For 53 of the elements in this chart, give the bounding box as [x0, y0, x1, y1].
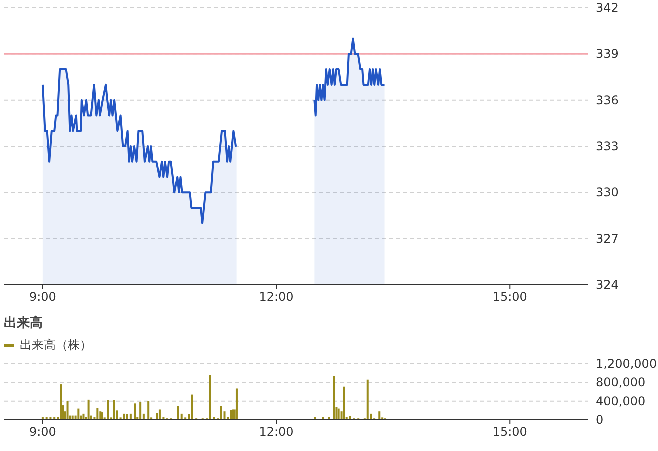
- x-tick-label: 12:00: [259, 425, 294, 439]
- bar: [113, 400, 116, 420]
- bar: [42, 417, 44, 420]
- y-tick-label: 0: [596, 413, 604, 427]
- chart-title: 出来高: [4, 315, 43, 331]
- bar: [328, 417, 330, 420]
- bar: [236, 388, 238, 420]
- bar: [46, 417, 48, 420]
- x-tick-label: 9:00: [29, 425, 56, 439]
- y-tick-label: 324: [596, 278, 619, 292]
- x-tick-label: 12:00: [259, 290, 294, 304]
- bar: [333, 376, 336, 420]
- x-tick-label: 9:00: [29, 290, 56, 304]
- bar: [343, 386, 346, 420]
- x-tick-label: 15:00: [492, 425, 528, 439]
- bar: [100, 412, 102, 420]
- y-tick-label: 336: [596, 93, 619, 108]
- bar: [366, 380, 369, 420]
- bar: [338, 408, 340, 420]
- bar: [230, 410, 232, 420]
- y-tick-label: 800,000: [596, 376, 646, 390]
- bar: [66, 401, 69, 420]
- y-tick-label: 327: [596, 232, 619, 246]
- y-tick-label: 330: [596, 186, 619, 200]
- bar: [101, 412, 104, 420]
- bar: [209, 375, 212, 420]
- bar: [378, 412, 381, 420]
- bar: [107, 400, 110, 420]
- bar: [96, 408, 99, 420]
- legend-label: 出来高（株）: [20, 338, 92, 352]
- bar: [82, 414, 85, 420]
- bar: [54, 417, 56, 420]
- bar: [314, 417, 316, 420]
- bar: [148, 401, 150, 420]
- bar: [78, 408, 80, 420]
- y-tick-label: 1,200,000: [596, 357, 658, 371]
- bar: [88, 400, 90, 420]
- bar: [322, 417, 324, 420]
- y-tick-label: 342: [596, 1, 619, 15]
- bar: [220, 406, 222, 420]
- bar: [158, 410, 161, 420]
- y-tick-label: 400,000: [596, 394, 646, 408]
- y-tick-label: 339: [596, 47, 619, 62]
- bar: [178, 406, 180, 420]
- bar: [50, 417, 52, 420]
- x-tick-label: 15:00: [492, 290, 528, 304]
- y-tick-label: 333: [596, 140, 619, 154]
- bar: [130, 414, 132, 420]
- bar: [156, 413, 158, 420]
- bar: [123, 414, 126, 420]
- bar: [140, 402, 142, 420]
- bar: [134, 404, 136, 420]
- bar: [191, 394, 194, 420]
